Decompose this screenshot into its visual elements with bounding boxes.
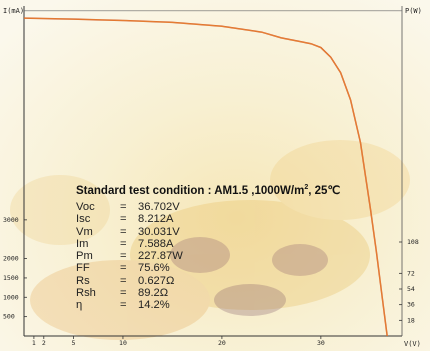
- y2-tick-label-54: 54: [407, 285, 415, 293]
- y-tick-label-500: 500: [3, 313, 15, 321]
- param-name: Im: [76, 237, 89, 250]
- param-value: 8.212A: [138, 213, 174, 226]
- param-value: 36.702V: [138, 201, 180, 213]
- param-row: η = 14.2%: [76, 299, 183, 311]
- parameter-table: Voc = 36.702V Isc = 8.212A Vm = 30.031V Im = 7.588A…: [76, 201, 183, 312]
- param-equals: =: [120, 287, 127, 300]
- param-value: 14.2%: [138, 299, 170, 312]
- x-axis-label: V(V): [404, 340, 421, 348]
- test-condition-text: Standard test condition : AM1.5 ,1000W/m: [76, 185, 305, 197]
- test-condition-temperature: , 25℃: [308, 185, 341, 197]
- x-tick-label-30: 30: [317, 339, 325, 347]
- param-name: Isc: [76, 213, 91, 226]
- x-tick-label-20: 20: [218, 339, 226, 347]
- param-value: 0.627Ω: [138, 274, 175, 287]
- param-equals: =: [120, 201, 127, 213]
- param-name: Voc: [76, 201, 95, 213]
- y-tick-label-1000: 1000: [3, 293, 19, 301]
- y-tick-label-3000: 3000: [3, 216, 19, 224]
- param-row: Isc = 8.212A: [76, 213, 183, 225]
- param-name: Rsh: [76, 287, 96, 300]
- param-row: Rsh = 89.2Ω: [76, 287, 183, 299]
- x-tick-label-10: 10: [119, 339, 127, 347]
- param-row: FF = 75.6%: [76, 262, 183, 274]
- y2-axis-label: P(W): [405, 7, 422, 15]
- iv-curve-highlight: [23, 17, 388, 337]
- param-value: 30.031V: [138, 225, 180, 238]
- test-condition-title: Standard test condition : AM1.5 ,1000W/m…: [76, 183, 340, 197]
- param-equals: =: [120, 262, 127, 275]
- y-tick-label-2000: 2000: [3, 255, 19, 263]
- param-row: Vm = 30.031V: [76, 226, 183, 238]
- param-row: Im = 7.588A: [76, 238, 183, 250]
- param-equals: =: [120, 250, 127, 263]
- y2-tick-label-108: 108: [407, 238, 419, 246]
- param-equals: =: [120, 274, 127, 287]
- param-name: Vm: [76, 225, 93, 238]
- param-row: Pm = 227.87W: [76, 250, 183, 262]
- x-tick-label-1: 1: [32, 339, 36, 347]
- param-value: 7.588A: [138, 237, 174, 250]
- param-name: η: [76, 299, 83, 312]
- y-tick-label-1500: 1500: [3, 274, 19, 282]
- param-name: FF: [76, 262, 90, 275]
- param-row: Voc = 36.702V: [76, 201, 183, 213]
- y2-tick-label-72: 72: [407, 269, 415, 277]
- param-name: Pm: [76, 250, 93, 263]
- param-row: Rs = 0.627Ω: [76, 275, 183, 287]
- x-tick-label-2: 2: [42, 339, 46, 347]
- y-axis-label: I(mA): [3, 7, 24, 15]
- param-name: Rs: [76, 274, 90, 287]
- param-equals: =: [120, 225, 127, 238]
- y2-tick-label-18: 18: [407, 316, 415, 324]
- x-tick-label-5: 5: [72, 339, 76, 347]
- param-equals: =: [120, 299, 127, 312]
- test-condition-superscript: 2: [304, 184, 309, 192]
- param-equals: =: [120, 213, 127, 226]
- param-value: 227.87W: [138, 250, 183, 263]
- param-value: 89.2Ω: [138, 287, 169, 300]
- y2-tick-label-36: 36: [407, 301, 415, 309]
- param-value: 75.6%: [138, 262, 170, 275]
- param-equals: =: [120, 237, 127, 250]
